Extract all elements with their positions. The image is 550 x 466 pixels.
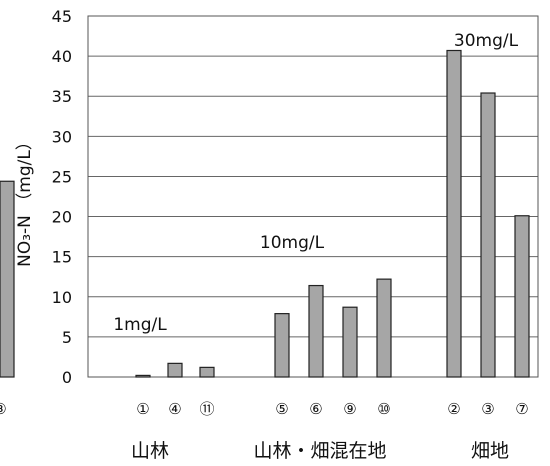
annotation-label: 10mg/L: [260, 233, 325, 253]
bar: [376, 278, 392, 378]
y-tick-label: 45: [52, 7, 72, 26]
bar: [308, 284, 324, 378]
annotations: 1mg/L 10mg/L 30mg/L: [113, 31, 518, 335]
category-label: ⑦: [515, 400, 528, 418]
category-label: ①: [136, 400, 149, 418]
bar: [167, 362, 183, 378]
group-label: 山林: [131, 440, 169, 462]
y-tick-label: 35: [52, 87, 72, 106]
category-label: ④: [168, 400, 181, 418]
bar: [514, 215, 530, 378]
bar: [480, 92, 496, 378]
bar: [342, 306, 358, 378]
y-tick-label: 20: [52, 208, 72, 227]
y-axis-label: NO₃-N （mg/L）: [15, 133, 35, 267]
y-tick-label: 5: [62, 328, 72, 347]
y-tick-label: 30: [52, 127, 72, 146]
y-axis-ticks: 0 5 10 15 20 25 30 35 40 45: [52, 7, 72, 387]
category-label: ③: [481, 400, 494, 418]
bars: [0, 49, 530, 378]
bar: [274, 313, 290, 378]
y-tick-label: 15: [52, 248, 72, 267]
bar: [135, 374, 151, 378]
gridlines: [88, 55, 538, 338]
category-label: ⑥: [309, 400, 322, 418]
category-label: ⑪: [199, 400, 214, 418]
bar: [0, 180, 15, 378]
category-label: ⑧: [0, 400, 7, 418]
group-label: 山林・畑混在地: [253, 440, 386, 462]
y-tick-label: 10: [52, 288, 72, 307]
category-label: ②: [447, 400, 460, 418]
y-tick-label: 40: [52, 47, 72, 66]
group-label: 畑地: [471, 440, 509, 462]
category-label: ⑨: [343, 400, 356, 418]
annotation-label: 1mg/L: [113, 315, 167, 335]
bar: [199, 366, 215, 378]
annotation-label: 30mg/L: [454, 31, 519, 51]
y-tick-label: 0: [62, 368, 72, 387]
bar: [446, 49, 462, 378]
group-labels: 山林 山林・畑混在地 畑地: [131, 440, 509, 462]
category-label: ⑤: [275, 400, 288, 418]
y-tick-label: 25: [52, 167, 72, 186]
category-labels: ① ④⑪ ⑤ ⑥ ⑨ ⑩ ② ③ ⑦ ⑧: [0, 400, 529, 418]
category-label: ⑩: [377, 400, 390, 418]
